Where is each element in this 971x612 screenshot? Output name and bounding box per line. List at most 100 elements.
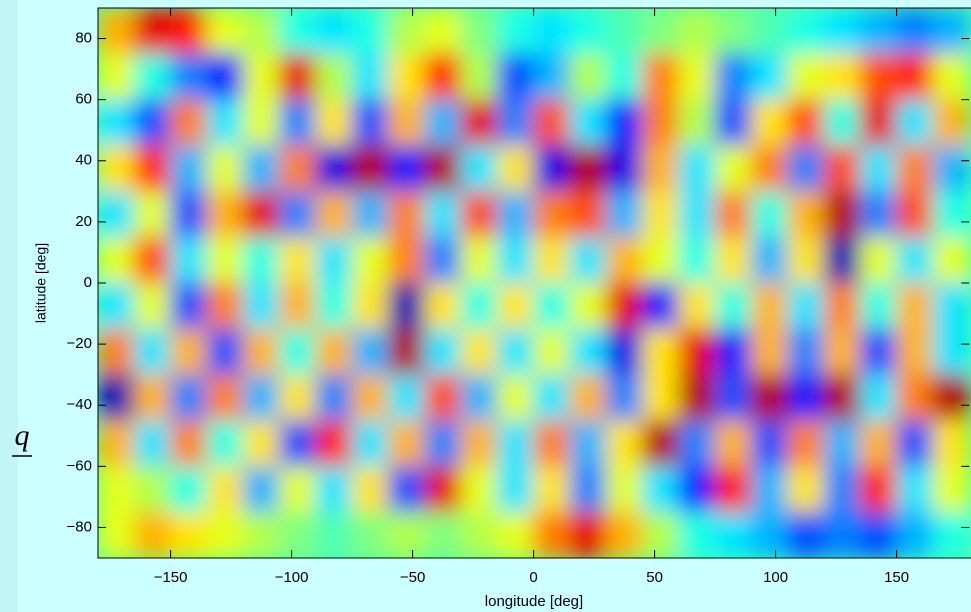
cell — [424, 53, 462, 101]
cell — [823, 53, 861, 101]
x-tick-label: 50 — [646, 569, 663, 586]
cell — [533, 511, 571, 558]
cell — [424, 465, 462, 513]
cell — [98, 511, 135, 558]
cell — [787, 420, 825, 467]
cell — [896, 420, 934, 467]
cell — [605, 420, 643, 467]
cell — [605, 53, 643, 101]
cell — [424, 328, 462, 376]
cell — [896, 511, 934, 558]
cell — [932, 236, 970, 284]
cell — [678, 420, 716, 467]
cell — [98, 420, 135, 467]
cell — [170, 53, 208, 101]
cell — [896, 53, 934, 101]
cell — [242, 374, 280, 421]
cell — [642, 8, 680, 55]
x-tick-label: 100 — [763, 569, 788, 586]
cell — [351, 282, 389, 330]
cell — [896, 236, 934, 284]
cell — [424, 8, 462, 55]
cell — [932, 99, 970, 146]
cell — [496, 420, 535, 467]
cell — [678, 190, 716, 238]
y-tick-label: −40 — [67, 396, 92, 413]
cell — [206, 190, 244, 238]
cell — [315, 190, 353, 238]
cell — [678, 236, 716, 284]
cell — [315, 328, 353, 376]
cell — [315, 53, 353, 101]
cell — [424, 190, 462, 238]
cell — [170, 99, 208, 146]
cell — [605, 236, 643, 284]
cell — [859, 420, 898, 467]
cell — [206, 465, 244, 513]
cell — [714, 511, 752, 558]
cell — [133, 511, 172, 558]
cell — [387, 190, 426, 238]
cell — [678, 511, 716, 558]
cell — [932, 53, 970, 101]
cell — [678, 8, 716, 55]
cell — [170, 465, 208, 513]
cell — [714, 282, 752, 330]
cell — [460, 282, 498, 330]
cell — [750, 53, 789, 101]
cell — [424, 282, 462, 330]
cell — [242, 53, 280, 101]
cell — [351, 53, 389, 101]
cell — [750, 511, 789, 558]
cell — [605, 99, 643, 146]
cell — [859, 236, 898, 284]
cell — [859, 465, 898, 513]
cell — [279, 145, 317, 192]
cell — [569, 236, 607, 284]
cell — [133, 53, 172, 101]
cell — [823, 236, 861, 284]
cell — [823, 374, 861, 421]
cell — [242, 420, 280, 467]
cell — [351, 328, 389, 376]
cell — [133, 190, 172, 238]
cell — [932, 282, 970, 330]
cell — [424, 236, 462, 284]
cell — [206, 99, 244, 146]
cell — [569, 465, 607, 513]
cell — [533, 236, 571, 284]
cell — [787, 236, 825, 284]
cell — [206, 328, 244, 376]
cell — [351, 374, 389, 421]
cell — [750, 8, 789, 55]
cell — [714, 190, 752, 238]
cell — [896, 282, 934, 330]
cell — [460, 8, 498, 55]
cell — [896, 8, 934, 55]
cell — [460, 328, 498, 376]
cell — [279, 190, 317, 238]
cell — [279, 328, 317, 376]
cell — [932, 420, 970, 467]
cell — [424, 99, 462, 146]
cell — [98, 53, 135, 101]
cell — [351, 190, 389, 238]
cell — [859, 99, 898, 146]
cell — [279, 282, 317, 330]
cell — [170, 374, 208, 421]
cell — [98, 190, 135, 238]
cell — [133, 236, 172, 284]
cell — [98, 328, 135, 376]
cell — [133, 420, 172, 467]
cell — [206, 374, 244, 421]
cell — [533, 420, 571, 467]
cell — [787, 53, 825, 101]
cell — [750, 236, 789, 284]
cell — [170, 511, 208, 558]
cell — [170, 328, 208, 376]
cell — [605, 465, 643, 513]
cell — [98, 145, 135, 192]
cell — [315, 145, 353, 192]
cell — [387, 465, 426, 513]
cell — [750, 99, 789, 146]
